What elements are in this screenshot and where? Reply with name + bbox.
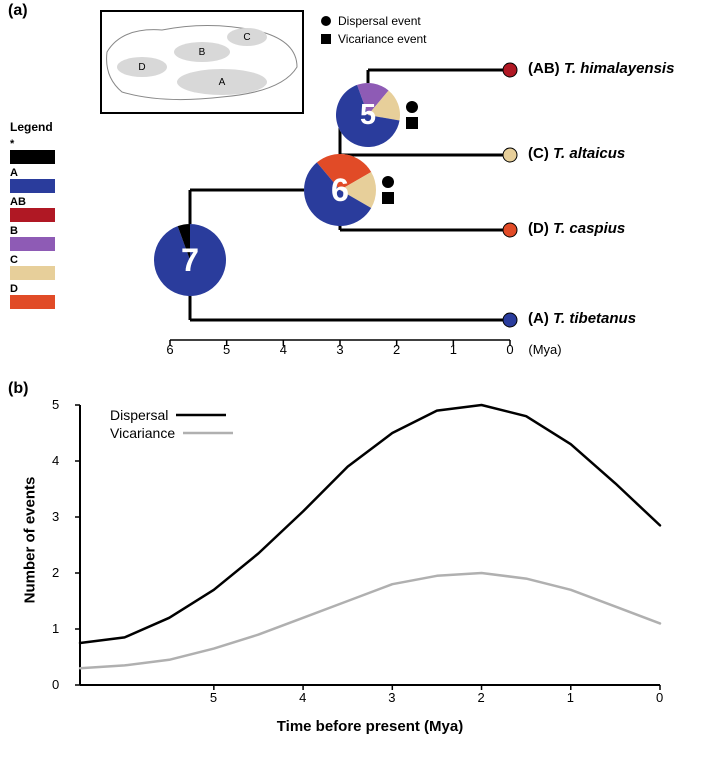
legend-swatch [10,150,55,164]
tip-label: (C) T. altaicus [528,145,625,162]
panel-b: (b) DispersalVicariance 0 1 2 3 4 5 0 1 2 3 4 5 Nu… [0,380,709,750]
legend-item-code: A [10,167,30,179]
xtick-label: 2 [478,690,485,705]
figure: (a) A B C D Dispersal event [0,0,709,758]
ytick-label: 4 [52,453,59,468]
time-tick: 4 [280,342,287,357]
legend-swatch [10,208,55,222]
chart-legend-line-icon [183,430,233,436]
xtick-label: 1 [567,690,574,705]
ytick-label: 5 [52,397,59,412]
xtick-label: 4 [299,690,306,705]
time-tick: 0 [506,342,513,357]
tip-label: (AB) T. himalayensis [528,60,674,77]
chart-legend-item: Dispersal [110,406,233,424]
ytick-label: 0 [52,677,59,692]
time-unit: (Mya) [528,342,561,357]
ytick-label: 1 [52,621,59,636]
chart-legend-label: Dispersal [110,406,168,424]
chart-ylabel: Number of events [22,477,39,604]
legend-swatch [10,237,55,251]
legend-swatch [10,179,55,193]
panel-b-label: (b) [8,380,28,398]
legend-swatch [10,295,55,309]
chart-legend-item: Vicariance [110,424,233,442]
time-tick: 5 [223,342,230,357]
chart-legend-line-icon [176,412,226,418]
ytick-label: 3 [52,509,59,524]
tip-label: (D) T. caspius [528,220,625,237]
legend-swatch [10,266,55,280]
chart-xlabel: Time before present (Mya) [70,718,670,750]
events-chart: DispersalVicariance [70,400,670,690]
panel-a: (a) A B C D Dispersal event [0,0,709,380]
chart-legend-label: Vicariance [110,424,175,442]
xtick-label: 0 [656,690,663,705]
legend-item-code: D [10,283,30,295]
legend-item-code: AB [10,196,30,208]
phylogeny-tree: 5 6 7 [150,30,670,350]
legend-title: Legend [10,120,80,134]
svg-text:5: 5 [360,99,376,131]
xtick-label: 3 [388,690,395,705]
legend-item-code: * [10,138,30,150]
tip-label: (A) T. tibetanus [528,310,636,327]
time-tick: 1 [450,342,457,357]
legend-item-code: B [10,225,30,237]
legend-item-code: C [10,254,30,266]
panel-a-time-axis: 6543210(Mya) [150,342,530,362]
xtick-label: 5 [210,690,217,705]
panel-a-label: (a) [8,2,28,20]
dispersal-marker-icon [320,15,332,27]
map-label-d: D [138,62,145,73]
chart-legend: DispersalVicariance [110,406,233,442]
region-legend: Legend * A AB B C D [10,120,80,312]
svg-text:6: 6 [331,172,349,208]
time-tick: 2 [393,342,400,357]
dispersal-key-label: Dispersal event [338,14,421,28]
time-tick: 6 [166,342,173,357]
ytick-label: 2 [52,565,59,580]
svg-text:7: 7 [181,242,199,278]
time-tick: 3 [336,342,343,357]
